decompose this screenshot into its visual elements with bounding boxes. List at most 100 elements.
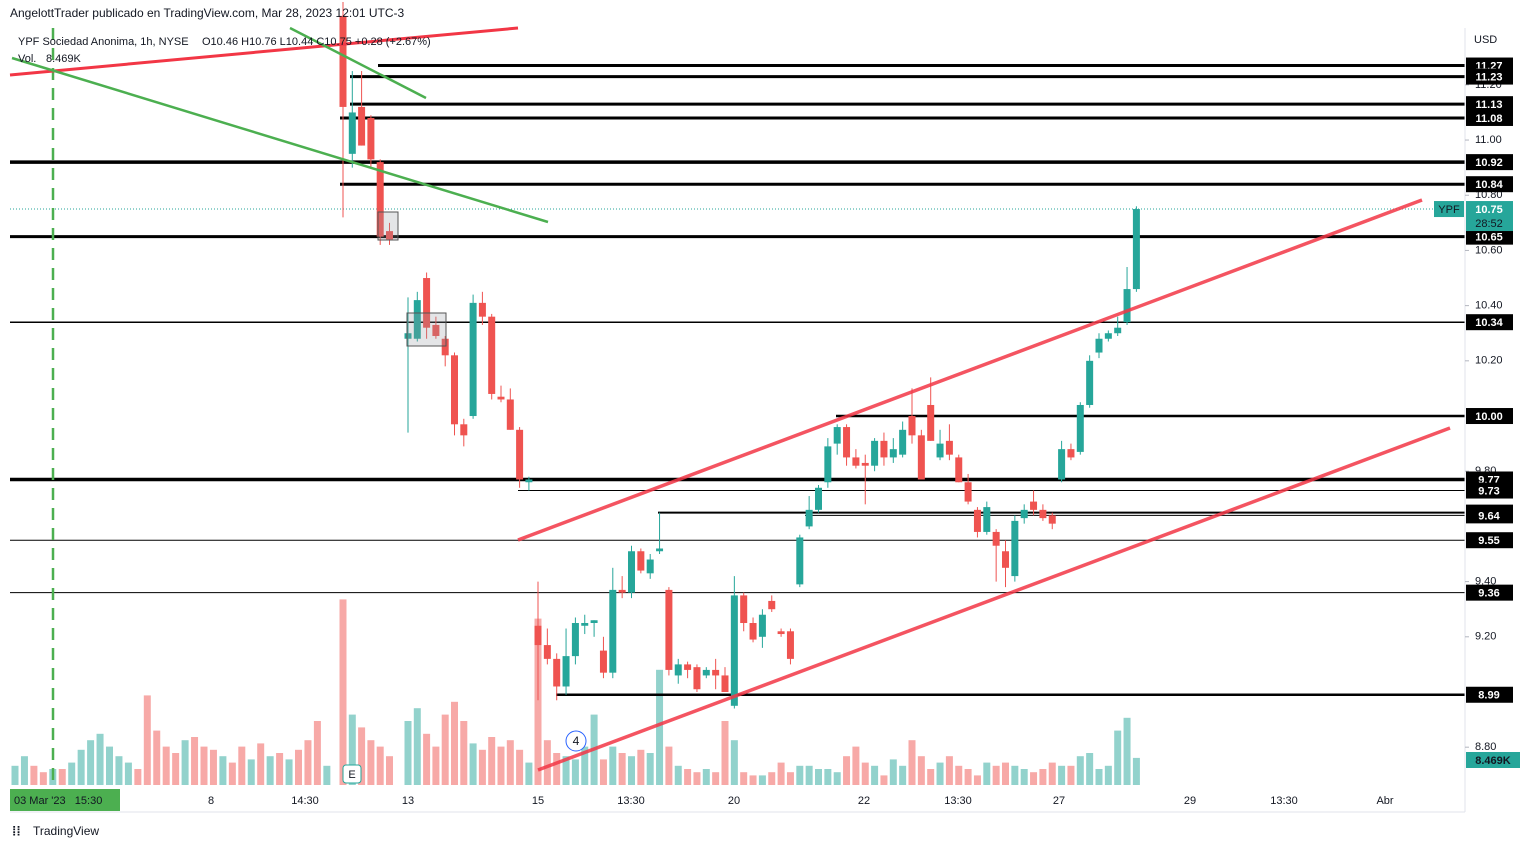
volume-bar — [684, 769, 692, 785]
candle-body — [534, 625, 542, 646]
level-label: 10.65 — [1475, 232, 1503, 244]
volume-bar — [917, 756, 925, 785]
candle-body — [889, 449, 897, 458]
candle-body — [861, 462, 869, 466]
candle-body — [992, 531, 1000, 546]
volume-bar — [730, 740, 738, 785]
volume-bar — [423, 733, 431, 785]
volume-bar — [1020, 769, 1028, 785]
candle-body — [506, 399, 514, 430]
volume-bar — [1114, 730, 1122, 785]
volume-bar — [1030, 772, 1038, 785]
level-tag — [1466, 686, 1513, 703]
volume-bar — [153, 730, 161, 785]
y-tick-label: 10.60 — [1475, 244, 1503, 256]
candle-body — [721, 675, 729, 692]
candle-body — [1002, 551, 1009, 568]
volume-bar — [889, 759, 897, 785]
volume-bar — [1002, 762, 1009, 785]
volume-bar — [143, 695, 151, 785]
candle-body — [917, 435, 925, 480]
volume-bar — [562, 756, 570, 785]
symbol: YPF Sociedad Anonima, 1h, NYSE — [18, 36, 189, 48]
candle-body — [525, 479, 533, 483]
candle-body — [404, 333, 412, 339]
candle-body — [488, 316, 496, 394]
volume-bar — [432, 746, 440, 785]
volume-bar — [257, 743, 265, 785]
level-tag — [1466, 584, 1513, 601]
y-tick-label: 9.40 — [1475, 576, 1496, 588]
volume-bar — [497, 746, 505, 785]
candle-body — [599, 650, 607, 673]
level-tag — [1466, 96, 1513, 113]
volume-bar — [871, 765, 879, 785]
volume-bar — [478, 749, 486, 785]
candle-body — [964, 482, 972, 502]
candle-body — [674, 664, 682, 676]
volume-bar — [1076, 756, 1084, 785]
volume-bar — [983, 762, 991, 785]
y-tick-label: 9.20 — [1475, 631, 1496, 643]
candle-body — [432, 324, 440, 336]
y-tick-label: 11.00 — [1475, 134, 1502, 146]
x-tick-label: 15 — [532, 795, 544, 807]
countdown: 28:52 — [1475, 218, 1503, 230]
price-label: 10.75 — [1475, 204, 1503, 216]
volume-bar — [833, 772, 841, 785]
candle-body — [1058, 449, 1066, 480]
x-tick-label: 13 — [402, 795, 414, 807]
candle-body — [833, 427, 841, 444]
candle-body — [609, 589, 617, 673]
ohlc: O10.46 H10.76 L10.44 C10.75 +0.28 (+2.67… — [202, 36, 431, 48]
footer: TradingView — [33, 824, 99, 838]
volume-layer — [11, 599, 1140, 785]
candle-body — [358, 106, 366, 146]
volume-bar — [451, 701, 458, 785]
channel-line — [537, 426, 1451, 772]
volume-tag-label: 8.469K — [1475, 755, 1511, 767]
volume-bar — [880, 775, 888, 785]
x-tick-label: 13:30 — [1270, 795, 1298, 807]
publisher: AngelottTrader publicado en TradingView.… — [10, 6, 405, 20]
volume-bar — [712, 772, 720, 785]
volume-bar — [304, 740, 312, 785]
volume-bar — [815, 769, 822, 785]
candle-body — [908, 416, 916, 436]
candle-body — [1123, 289, 1131, 323]
volume-bar — [386, 756, 393, 785]
candle-body — [562, 656, 570, 687]
box — [377, 211, 399, 241]
ticker-label: YPF — [1438, 204, 1460, 216]
volume-bar — [460, 721, 468, 785]
volume-title: Vol. — [18, 53, 36, 65]
volume-bar — [665, 746, 673, 785]
volume-bar — [646, 753, 654, 785]
volume-bar — [506, 740, 514, 785]
volume-bar — [516, 749, 524, 785]
level-label: 11.13 — [1476, 99, 1503, 111]
x-tick-label: 13:30 — [944, 795, 972, 807]
candle-body — [824, 446, 832, 483]
volume-bar — [404, 721, 412, 785]
x-tick-label: 20 — [728, 795, 740, 807]
level-tag — [1466, 507, 1513, 524]
volume-bar — [266, 756, 274, 785]
candle-body — [1067, 449, 1075, 458]
volume-bar — [367, 740, 375, 785]
currency: USD — [1474, 34, 1497, 46]
volume-bar — [413, 708, 421, 785]
trend-line — [289, 26, 427, 100]
volume-bar — [106, 746, 113, 785]
volume-bar — [469, 743, 477, 785]
level-label: 8.99 — [1478, 690, 1499, 702]
trend-line — [9, 26, 519, 77]
volume-bar — [134, 769, 142, 785]
volume-bar — [162, 746, 170, 785]
earnings-icon-label: E — [348, 769, 355, 781]
volume-bar — [1039, 769, 1047, 785]
candle-body — [1020, 509, 1028, 519]
candle-body — [1076, 404, 1084, 452]
candle-body — [497, 396, 505, 400]
volume-bar — [992, 765, 1000, 785]
